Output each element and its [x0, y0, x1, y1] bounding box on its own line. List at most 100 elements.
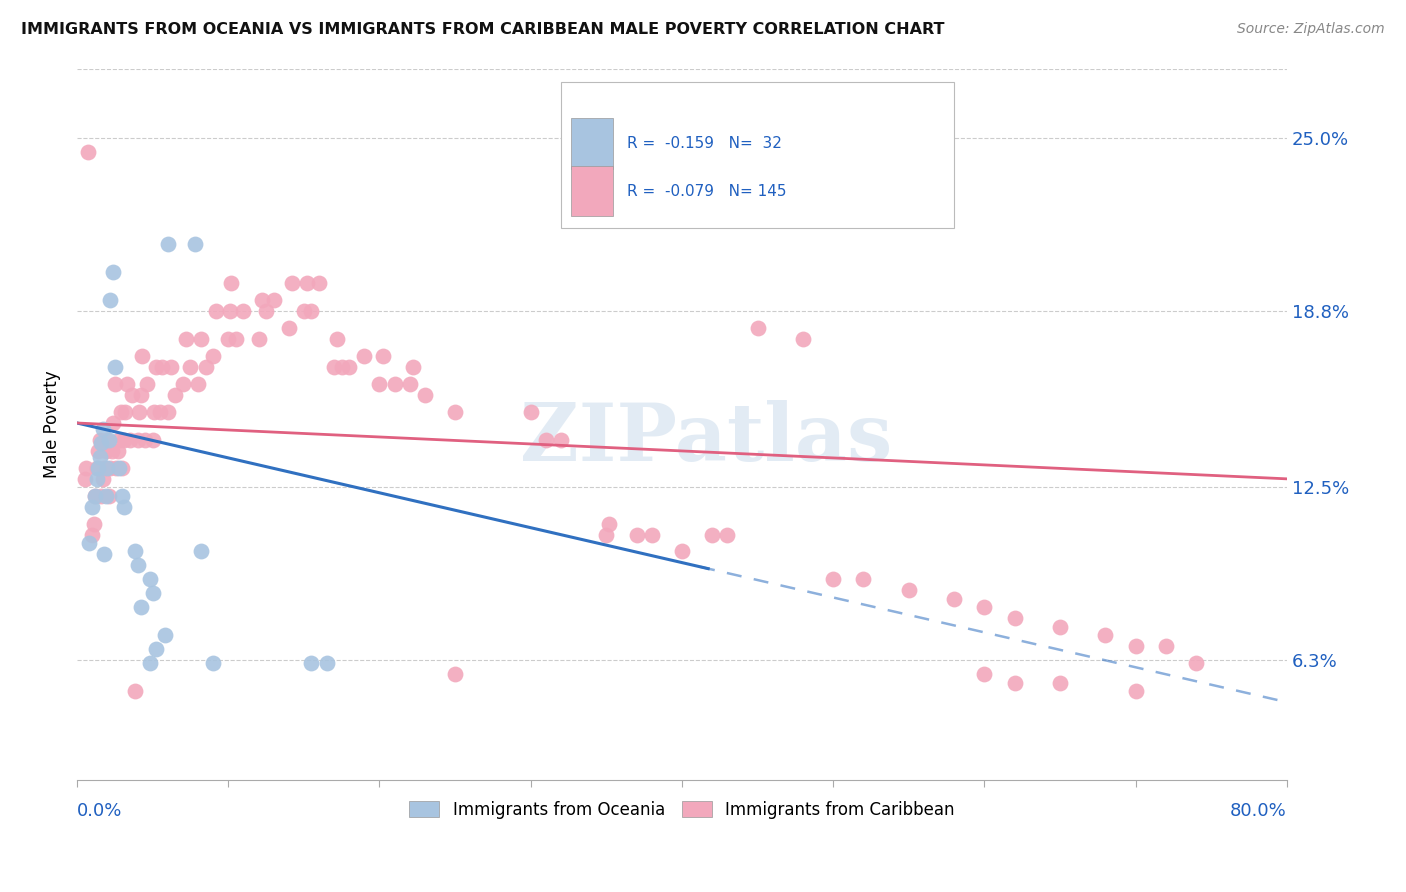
Text: Source: ZipAtlas.com: Source: ZipAtlas.com [1237, 22, 1385, 37]
Point [702, 527, 724, 541]
Text: IMMIGRANTS FROM OCEANIA VS IMMIGRANTS FROM CARIBBEAN MALE POVERTY CORRELATION CH: IMMIGRANTS FROM OCEANIA VS IMMIGRANTS FR… [21, 22, 945, 37]
Point [218, 304, 240, 318]
Text: R =  -0.159   N=  32: R = -0.159 N= 32 [627, 136, 782, 151]
Point [86, 472, 108, 486]
Point [103, 265, 125, 279]
Point [87, 460, 110, 475]
Point [1154, 640, 1177, 654]
Point [232, 304, 254, 318]
Point [165, 388, 187, 402]
Point [973, 600, 995, 615]
Point [115, 376, 138, 391]
Point [187, 376, 209, 391]
Point [124, 544, 146, 558]
Point [82, 527, 104, 541]
Point [671, 544, 693, 558]
Point [444, 405, 467, 419]
Point [107, 444, 129, 458]
Point [534, 433, 557, 447]
Point [143, 405, 166, 419]
Point [595, 527, 617, 541]
Point [145, 360, 167, 375]
Point [127, 433, 149, 447]
Point [330, 360, 353, 375]
Point [398, 376, 420, 391]
Point [626, 527, 648, 541]
Point [82, 500, 104, 514]
Point [138, 656, 160, 670]
Point [852, 572, 875, 586]
Point [87, 444, 110, 458]
Point [104, 360, 127, 375]
Point [174, 332, 197, 346]
Point [247, 332, 270, 346]
Point [716, 527, 738, 541]
Point [281, 277, 304, 291]
Point [326, 332, 349, 346]
Point [156, 237, 179, 252]
Point [444, 667, 467, 681]
Point [94, 489, 117, 503]
Point [89, 450, 111, 464]
Bar [571, 119, 613, 169]
Point [550, 433, 572, 447]
Point [1049, 675, 1071, 690]
Point [301, 656, 323, 670]
Point [315, 656, 337, 670]
Point [98, 460, 121, 475]
Point [156, 405, 179, 419]
Point [413, 388, 436, 402]
Point [337, 360, 360, 375]
Point [1004, 611, 1026, 625]
Point [897, 583, 920, 598]
Point [138, 572, 160, 586]
Point [598, 516, 620, 531]
Point [97, 489, 120, 503]
Point [94, 444, 117, 458]
Point [93, 460, 115, 475]
Point [384, 376, 406, 391]
Point [1125, 640, 1147, 654]
Point [353, 349, 375, 363]
Point [368, 376, 391, 391]
Point [91, 472, 114, 486]
Point [98, 293, 121, 308]
Point [90, 435, 112, 450]
Y-axis label: Male Poverty: Male Poverty [44, 370, 60, 478]
Point [217, 332, 239, 346]
Point [160, 360, 183, 375]
Point [118, 433, 141, 447]
Point [149, 405, 172, 419]
Point [121, 388, 143, 402]
Point [108, 460, 131, 475]
Point [202, 656, 225, 670]
Point [101, 444, 124, 458]
Point [111, 460, 134, 475]
Point [124, 684, 146, 698]
Point [110, 405, 132, 419]
Point [86, 460, 108, 475]
Point [250, 293, 273, 308]
Point [84, 489, 107, 503]
Point [308, 277, 330, 291]
Point [104, 376, 127, 391]
Point [75, 460, 97, 475]
Point [96, 460, 118, 475]
Point [73, 472, 96, 486]
Point [254, 304, 277, 318]
Point [84, 489, 107, 503]
Point [179, 360, 201, 375]
Point [323, 360, 346, 375]
Point [114, 405, 136, 419]
Point [76, 145, 98, 160]
Point [89, 433, 111, 447]
Point [129, 388, 152, 402]
Point [135, 376, 157, 391]
Point [225, 332, 247, 346]
Point [131, 349, 153, 363]
Point [747, 321, 769, 335]
FancyBboxPatch shape [561, 82, 955, 227]
Text: 0.0%: 0.0% [77, 802, 122, 820]
Point [823, 572, 845, 586]
Point [1004, 675, 1026, 690]
